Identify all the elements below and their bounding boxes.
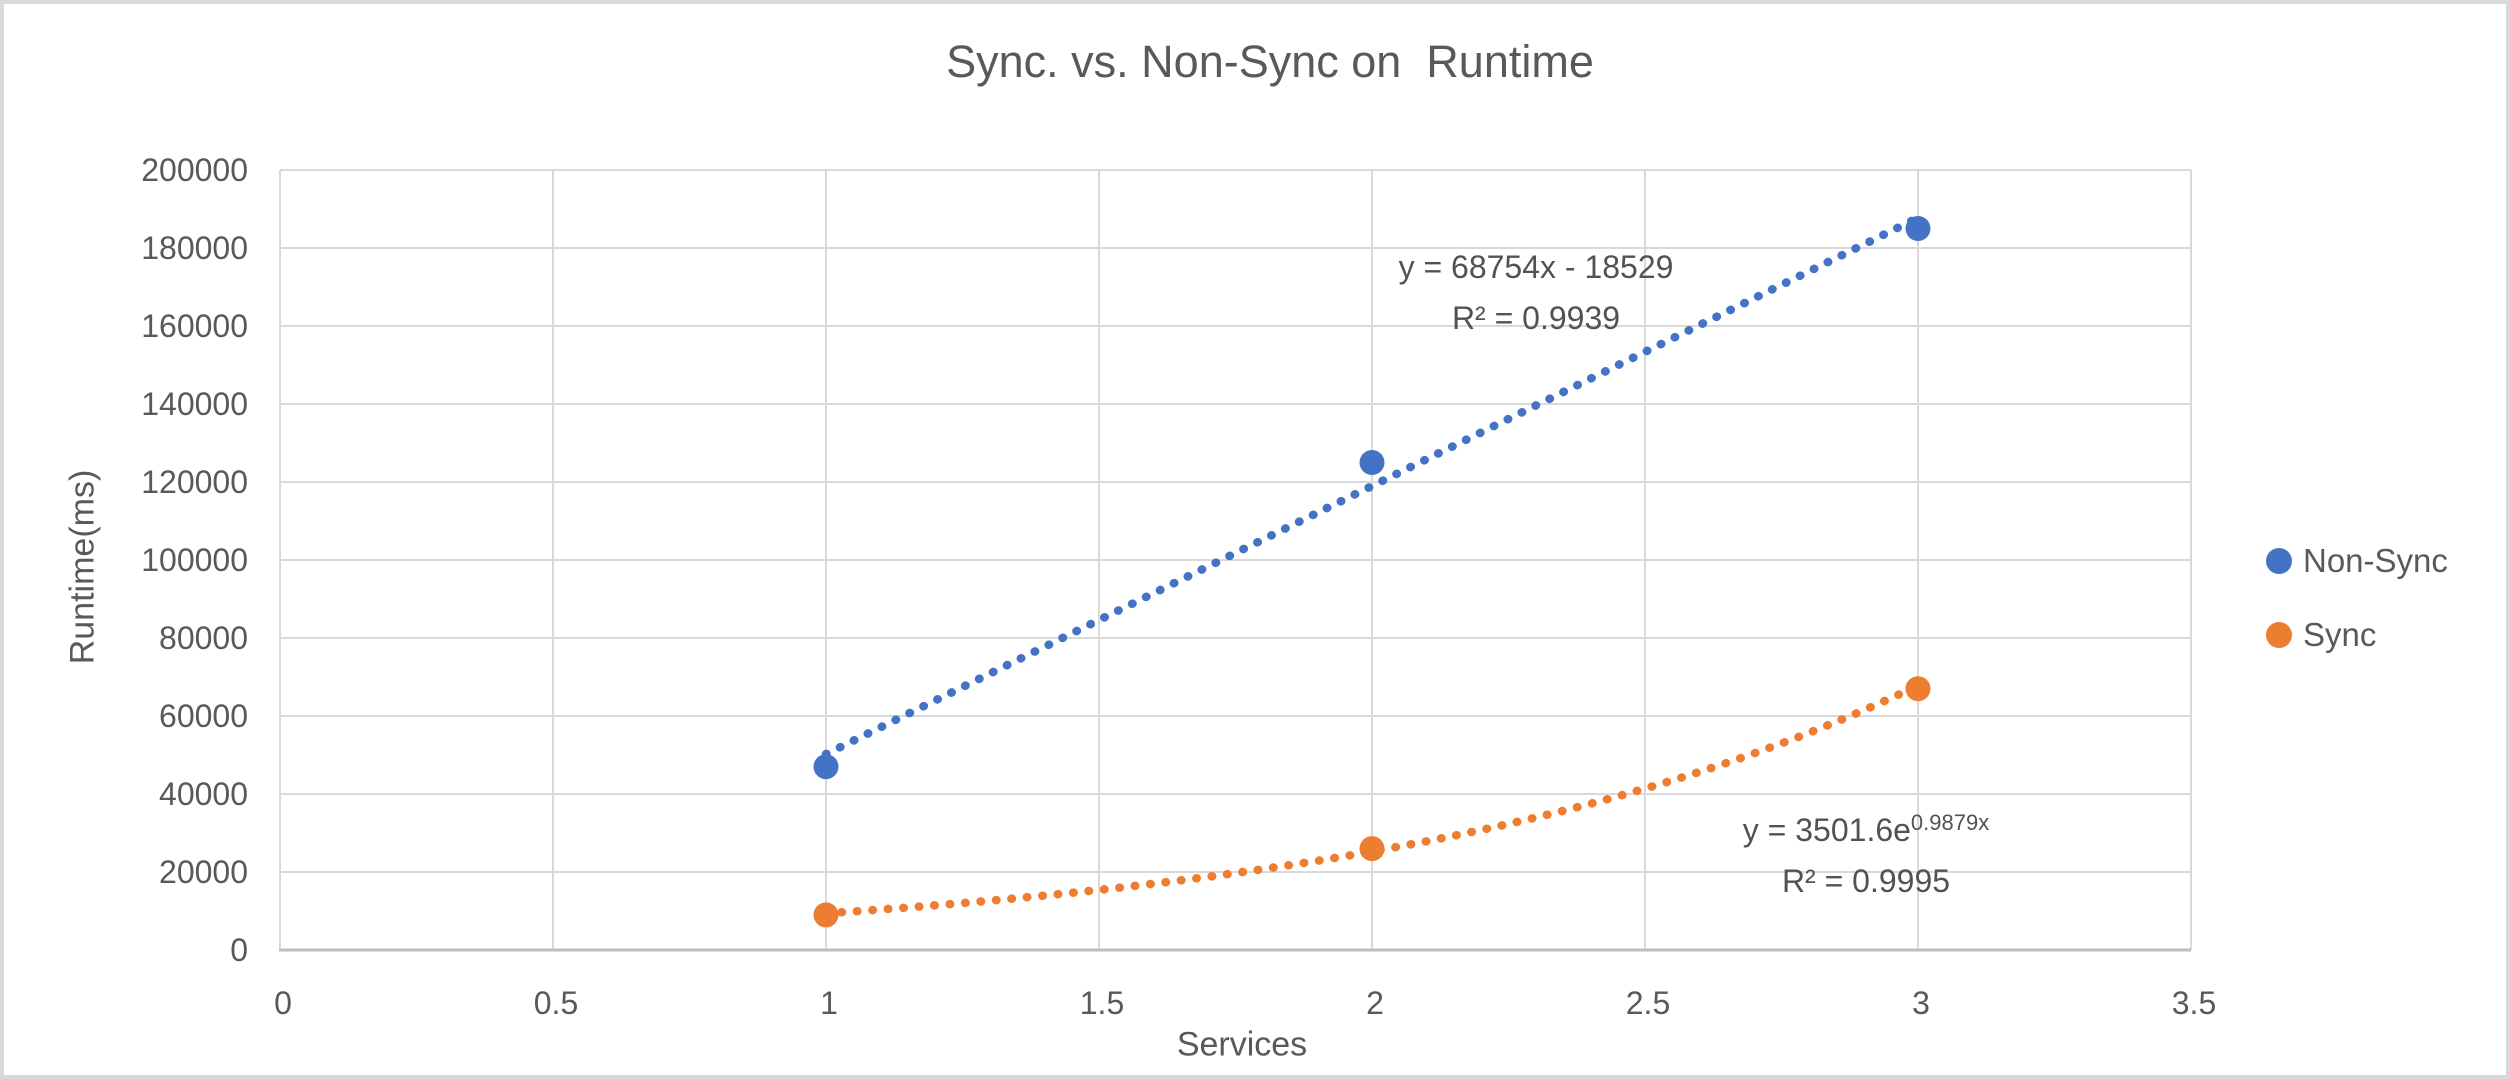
trendline-equation-sync-r2: R² = 0.9995	[1781, 863, 1951, 899]
y-tick-label: 60000	[159, 698, 248, 734]
x-tick-label: 2	[1366, 985, 1384, 1021]
x-tick-label: 2.5	[1626, 985, 1670, 1021]
trendline-equation-non-sync-formula: y = 68754x - 18529	[1398, 249, 1674, 285]
legend: Non-Sync Sync	[2266, 536, 2448, 684]
x-tick-label: 3.5	[2172, 985, 2216, 1021]
y-tick-label: 20000	[159, 854, 248, 890]
x-tick-label: 1.5	[1080, 985, 1124, 1021]
legend-item-non-sync: Non-Sync	[2266, 536, 2448, 586]
chart-title: Sync. vs. Non-Sync on Runtime	[946, 36, 1594, 87]
y-tick-label: 0	[230, 932, 248, 968]
y-tick-label: 120000	[141, 464, 248, 500]
y-tick-label: 200000	[141, 152, 248, 188]
trendline-sync	[821, 681, 1923, 918]
x-tick-label: 0	[274, 985, 292, 1021]
legend-item-sync: Sync	[2266, 610, 2448, 660]
y-tick-label: 180000	[141, 230, 248, 266]
trendline-non-sync	[821, 213, 1923, 759]
data-point-non-sync	[1905, 216, 1931, 241]
legend-label-non-sync: Non-Sync	[2303, 542, 2448, 579]
trendline-equation-non-sync-r2: R² = 0.9939	[1451, 300, 1621, 336]
legend-marker-non-sync-icon	[2266, 548, 2292, 574]
data-point-sync	[1359, 836, 1385, 862]
y-tick-label: 140000	[141, 386, 248, 422]
data-point-sync	[1905, 676, 1931, 702]
x-axis-title: Services	[1176, 1025, 1308, 1064]
legend-marker-sync-icon	[2266, 622, 2292, 648]
y-tick-label: 100000	[141, 542, 248, 578]
trendline-exponent: 0.9879x	[1910, 810, 1990, 835]
trendline-equation-non-sync: y = 68754x - 18529 R² = 0.9939	[1399, 242, 1674, 344]
trendline-equation-sync-formula: y = 3501.6e0.9879x	[1742, 810, 1990, 848]
y-tick-label: 40000	[159, 776, 248, 812]
data-point-sync	[813, 902, 839, 928]
data-point-non-sync	[1359, 450, 1385, 475]
legend-label-sync: Sync	[2303, 616, 2377, 653]
x-tick-label: 3	[1912, 985, 1930, 1021]
data-point-non-sync	[813, 754, 839, 780]
y-tick-label: 80000	[159, 620, 248, 656]
trendline-equation-sync: y = 3501.6e0.9879x R² = 0.9995	[1743, 797, 1989, 907]
x-tick-label: 1	[820, 985, 838, 1021]
y-tick-label: 160000	[141, 308, 248, 344]
y-axis-title: Runtime(ms)	[63, 469, 102, 665]
x-tick-label: 0.5	[534, 985, 578, 1021]
